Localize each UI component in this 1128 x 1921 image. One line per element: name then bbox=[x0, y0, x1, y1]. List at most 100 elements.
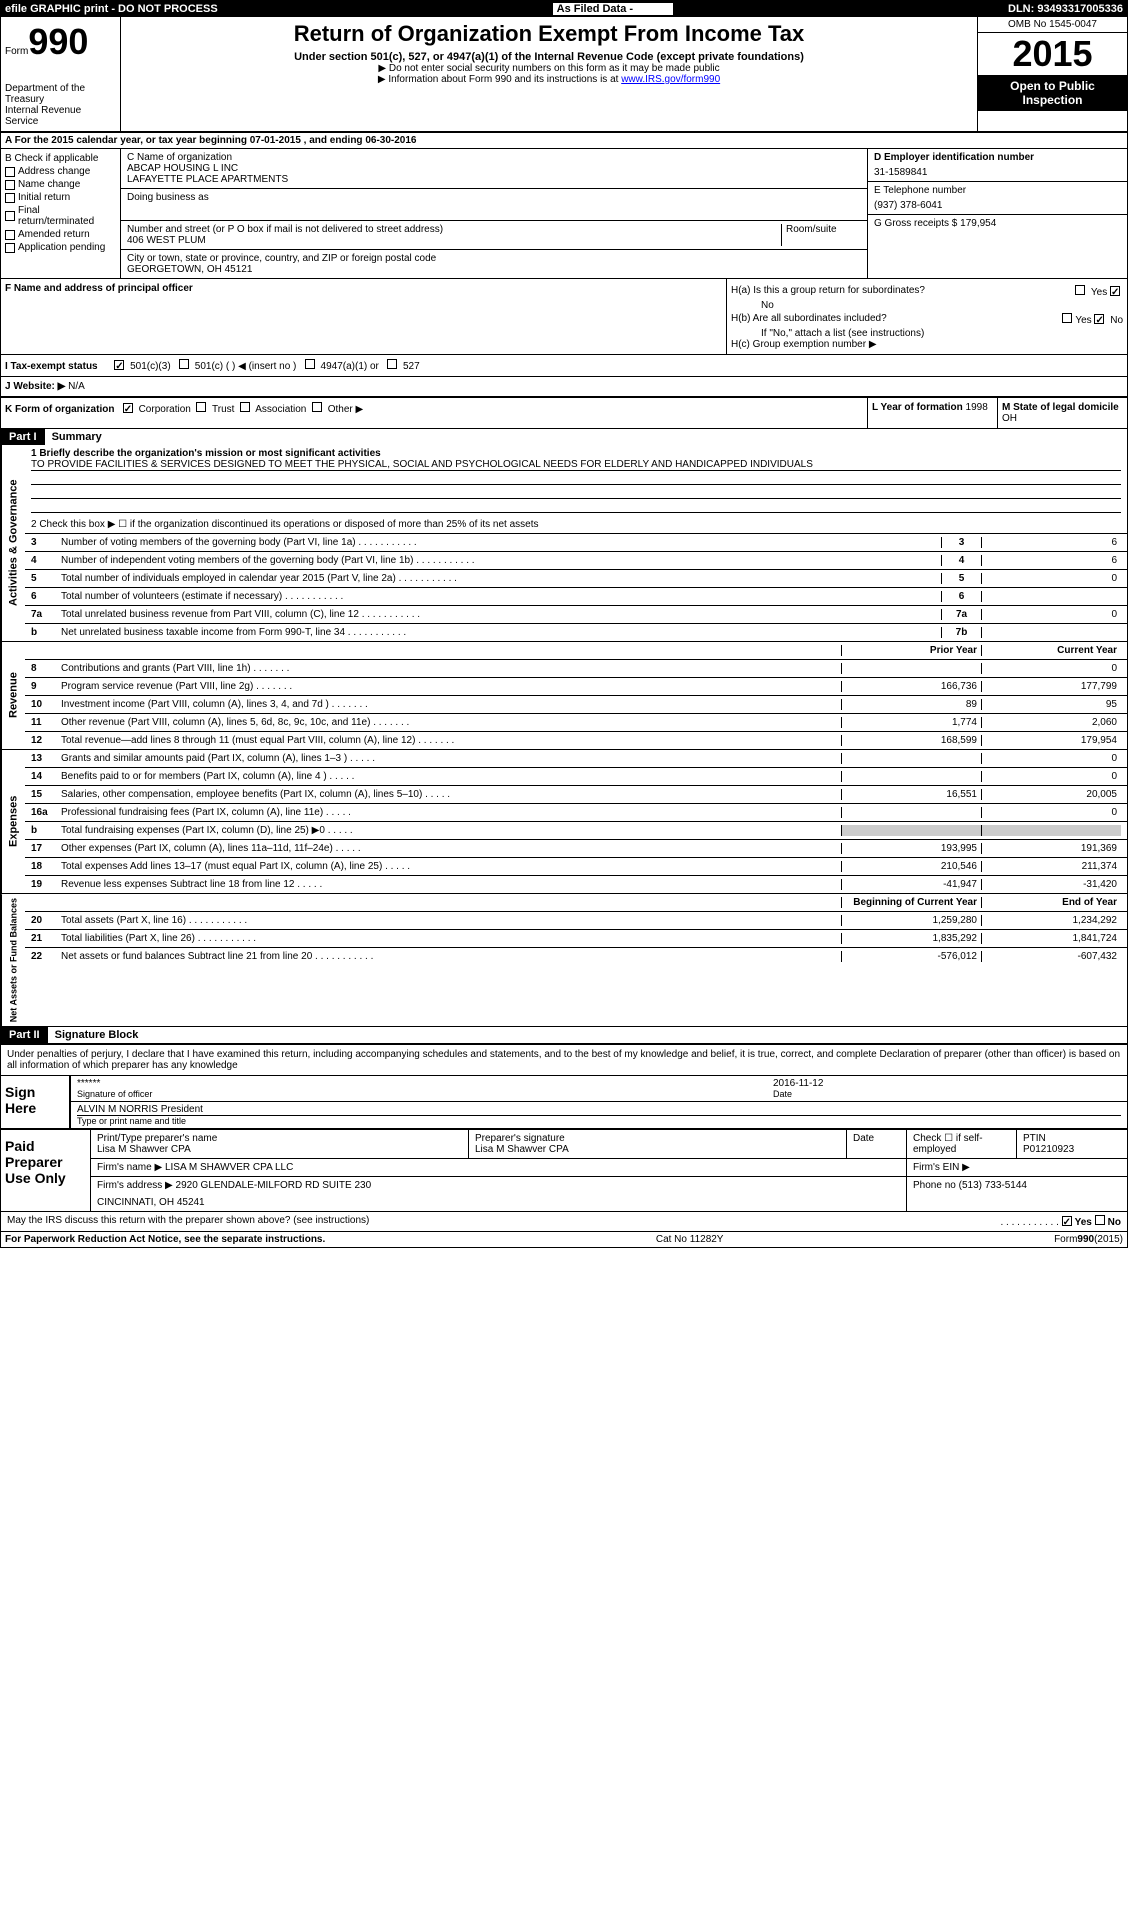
prep-name: Print/Type preparer's name Lisa M Shawve… bbox=[91, 1130, 469, 1158]
part2-badge: Part II bbox=[1, 1027, 48, 1043]
c-street: Number and street (or P O box if mail is… bbox=[121, 221, 867, 250]
hc-label: H(c) Group exemption number ▶ bbox=[731, 339, 1123, 350]
prep-check: Check ☐ if self-employed bbox=[907, 1130, 1017, 1158]
summary-line: bNet unrelated business taxable income f… bbox=[25, 624, 1127, 641]
m-section: M State of legal domicile OH bbox=[998, 398, 1127, 428]
omb-number: OMB No 1545-0047 bbox=[978, 17, 1127, 33]
vlabel-netassets: Net Assets or Fund Balances bbox=[1, 894, 25, 1026]
cb-trust[interactable] bbox=[196, 402, 206, 412]
opt-assoc: Association bbox=[255, 404, 306, 415]
cb-corp[interactable]: ✓ bbox=[123, 403, 133, 413]
topbar-center: As Filed Data - bbox=[553, 3, 673, 15]
firm-name-label: Firm's name ▶ bbox=[97, 1162, 162, 1173]
expense-lines: 13Grants and similar amounts paid (Part … bbox=[25, 750, 1127, 893]
opt-4947: 4947(a)(1) or bbox=[321, 361, 379, 372]
cb-other[interactable] bbox=[312, 402, 322, 412]
cb-final-return[interactable]: Final return/terminated bbox=[5, 205, 116, 227]
expense-line: 14Benefits paid to or for members (Part … bbox=[25, 768, 1127, 786]
ein-value: 31-1589841 bbox=[874, 167, 1121, 178]
row-klm: K Form of organization ✓ Corporation Tru… bbox=[1, 397, 1127, 429]
firm-name-value: LISA M SHAWVER CPA LLC bbox=[165, 1162, 293, 1173]
firm-ein: Firm's EIN ▶ bbox=[907, 1159, 1127, 1176]
firm-name: Firm's name ▶ LISA M SHAWVER CPA LLC bbox=[91, 1159, 907, 1176]
opt-corp: Corporation bbox=[139, 404, 191, 415]
name-title-label: Type or print name and title bbox=[77, 1116, 1121, 1126]
revenue-header: Prior Year Current Year bbox=[25, 642, 1127, 660]
opt-527: 527 bbox=[403, 361, 420, 372]
firm-phone: Phone no (513) 733-5144 bbox=[907, 1177, 1127, 1211]
sig-date: 2016-11-12 Date bbox=[773, 1078, 1121, 1099]
cb-501c3[interactable]: ✓ bbox=[114, 360, 124, 370]
cb-amended[interactable]: Amended return bbox=[5, 229, 116, 240]
form-num: 990 bbox=[28, 21, 88, 62]
part2-header-row: Part II Signature Block bbox=[1, 1027, 1127, 1043]
dept-irs: Internal Revenue Service bbox=[5, 105, 116, 127]
topbar-right: DLN: 93493317005336 bbox=[1008, 3, 1123, 15]
mission-text: TO PROVIDE FACILITIES & SERVICES DESIGNE… bbox=[31, 459, 1121, 471]
summary-line: 5Total number of individuals employed in… bbox=[25, 570, 1127, 588]
name-title-value: ALVIN M NORRIS President bbox=[77, 1104, 1121, 1116]
sign-here-box: Sign Here ****** Signature of officer 20… bbox=[1, 1075, 1127, 1128]
cb-initial-return[interactable]: Initial return bbox=[5, 192, 116, 203]
m-label: M State of legal domicile bbox=[1002, 402, 1119, 413]
cb-app-pending[interactable]: Application pending bbox=[5, 242, 116, 253]
summary-line: 7aTotal unrelated business revenue from … bbox=[25, 606, 1127, 624]
paid-fields: Print/Type preparer's name Lisa M Shawve… bbox=[91, 1130, 1127, 1211]
expense-line: 17Other expenses (Part IX, column (A), l… bbox=[25, 840, 1127, 858]
paid-row-1: Print/Type preparer's name Lisa M Shawve… bbox=[91, 1130, 1127, 1159]
form-number: Form990 bbox=[5, 21, 116, 63]
line1-label: 1 Briefly describe the organization's mi… bbox=[31, 448, 381, 459]
sig-stars: ****** bbox=[77, 1078, 773, 1089]
header-right: OMB No 1545-0047 2015 Open to Public Ins… bbox=[977, 17, 1127, 131]
room-label: Room/suite bbox=[786, 224, 861, 235]
asset-line: 22Net assets or fund balances Subtract l… bbox=[25, 948, 1127, 965]
prep-sig-label: Preparer's signature bbox=[475, 1133, 840, 1144]
header: Form990 Department of the Treasury Inter… bbox=[1, 17, 1127, 133]
form-subtitle: Under section 501(c), 527, or 4947(a)(1)… bbox=[125, 51, 973, 63]
expense-line: 18Total expenses Add lines 13–17 (must e… bbox=[25, 858, 1127, 876]
asset-line: 21Total liabilities (Part X, line 26) . … bbox=[25, 930, 1127, 948]
revenue-lines: 8Contributions and grants (Part VIII, li… bbox=[25, 660, 1127, 749]
header-center: Return of Organization Exempt From Incom… bbox=[121, 17, 977, 131]
expense-line: 13Grants and similar amounts paid (Part … bbox=[25, 750, 1127, 768]
hb-row: H(b) Are all subordinates included? Yes … bbox=[731, 311, 1123, 328]
vlabel-revenue: Revenue bbox=[1, 642, 25, 749]
firm-phone-label: Phone no bbox=[913, 1180, 956, 1191]
row-a-tax-year: A For the 2015 calendar year, or tax yea… bbox=[1, 133, 1127, 149]
cb-label: Application pending bbox=[18, 242, 105, 253]
sig-date-value: 2016-11-12 bbox=[773, 1078, 1121, 1089]
d-phone: E Telephone number (937) 378-6041 bbox=[868, 182, 1127, 215]
street-value: 406 WEST PLUM bbox=[127, 235, 781, 246]
cb-label: Final return/terminated bbox=[18, 205, 116, 227]
ptin-label: PTIN bbox=[1023, 1133, 1121, 1144]
part1-badge: Part I bbox=[1, 429, 45, 445]
line2: 2 Check this box ▶ ☐ if the organization… bbox=[25, 516, 1127, 534]
summary-line: 3Number of voting members of the governi… bbox=[25, 534, 1127, 552]
cb-assoc[interactable] bbox=[240, 402, 250, 412]
prep-sig-value: Lisa M Shawver CPA bbox=[475, 1144, 840, 1155]
note-info-text: ▶ Information about Form 990 and its ins… bbox=[378, 74, 621, 85]
irs-discuss-row: May the IRS discuss this return with the… bbox=[1, 1211, 1127, 1231]
cb-address-change[interactable]: Address change bbox=[5, 166, 116, 177]
ha-yesno: Yes ✓ bbox=[1075, 285, 1123, 298]
cb-501c[interactable] bbox=[179, 359, 189, 369]
opt-trust: Trust bbox=[212, 404, 234, 415]
netassets-header: Beginning of Current Year End of Year bbox=[25, 894, 1127, 912]
irs-discuss-yesno: . . . . . . . . . . . ✓Yes No bbox=[1001, 1215, 1122, 1228]
sign-here-label: Sign Here bbox=[1, 1076, 71, 1128]
m-value: OH bbox=[1002, 413, 1017, 424]
c-name: C Name of organization ABCAP HOUSING L I… bbox=[121, 149, 867, 189]
cb-4947[interactable] bbox=[305, 359, 315, 369]
header-left: Form990 Department of the Treasury Inter… bbox=[1, 17, 121, 131]
cb-527[interactable] bbox=[387, 359, 397, 369]
ha-label: H(a) Is this a group return for subordin… bbox=[731, 285, 925, 298]
irs-link[interactable]: www.IRS.gov/form990 bbox=[621, 74, 720, 85]
revenue-line: 12Total revenue—add lines 8 through 11 (… bbox=[25, 732, 1127, 749]
cb-name-change[interactable]: Name change bbox=[5, 179, 116, 190]
paid-label: Paid Preparer Use Only bbox=[1, 1130, 91, 1211]
f-label: F Name and address of principal officer bbox=[5, 283, 193, 294]
form-title: Return of Organization Exempt From Incom… bbox=[125, 21, 973, 47]
lm-section: L Year of formation 1998 M State of lega… bbox=[867, 398, 1127, 428]
note-info: ▶ Information about Form 990 and its ins… bbox=[125, 74, 973, 85]
paid-preparer-section: Paid Preparer Use Only Print/Type prepar… bbox=[1, 1128, 1127, 1211]
